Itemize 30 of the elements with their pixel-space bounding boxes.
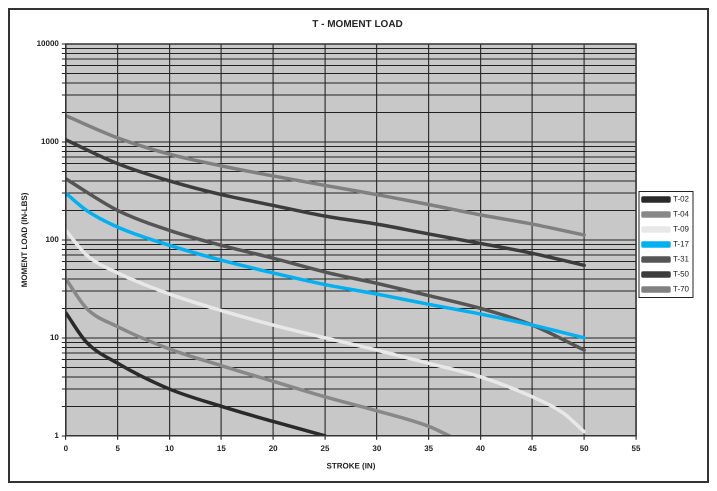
line-series [66, 114, 586, 237]
y-tick-label: 10000 [36, 39, 60, 48]
legend-label: T-04 [672, 210, 690, 219]
y-axis-title: MOMENT LOAD (IN-LBS) [20, 192, 30, 288]
legend-label: T-70 [672, 284, 690, 294]
y-tick-label: 100 [45, 235, 60, 244]
x-tick-label: 40 [476, 444, 486, 453]
legend-label: T-02 [672, 194, 690, 204]
x-axis-title: STROKE (IN) [326, 461, 376, 470]
legend-label: T-17 [672, 240, 690, 249]
legend-label: T-50 [672, 270, 690, 279]
x-tick-label: 0 [64, 444, 69, 453]
y-tick-label: 1000 [41, 137, 60, 146]
x-tick-label: 25 [320, 444, 330, 453]
y-tick-label: 10 [50, 333, 60, 342]
x-tick-label: 5 [115, 444, 120, 453]
x-tick-label: 10 [165, 444, 175, 453]
line-series [66, 228, 586, 434]
x-tick-label: 50 [580, 444, 590, 453]
x-tick-label: 55 [632, 444, 641, 453]
y-tick-label: 1 [54, 431, 60, 440]
x-tick-label: 15 [216, 444, 226, 453]
x-tick-label: 20 [268, 444, 278, 453]
x-tick-label: 35 [424, 444, 434, 453]
x-tick-label: 45 [528, 444, 538, 453]
line-series [66, 277, 452, 436]
legend-label: T-09 [672, 224, 690, 234]
chart-title: T - MOMENT LOAD [312, 18, 403, 30]
legend-label: T-31 [672, 254, 690, 264]
x-tick-label: 30 [372, 444, 382, 453]
